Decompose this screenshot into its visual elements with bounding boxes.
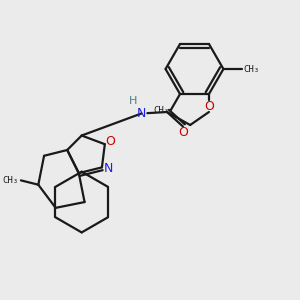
Text: N: N — [137, 107, 146, 120]
Text: CH₃: CH₃ — [244, 64, 260, 74]
Text: CH₃: CH₃ — [2, 176, 19, 185]
Text: O: O — [106, 135, 116, 148]
Text: CH₃: CH₃ — [153, 106, 169, 115]
Text: O: O — [204, 100, 214, 113]
Text: O: O — [178, 126, 188, 139]
Text: H: H — [129, 96, 138, 106]
Text: N: N — [103, 162, 113, 175]
